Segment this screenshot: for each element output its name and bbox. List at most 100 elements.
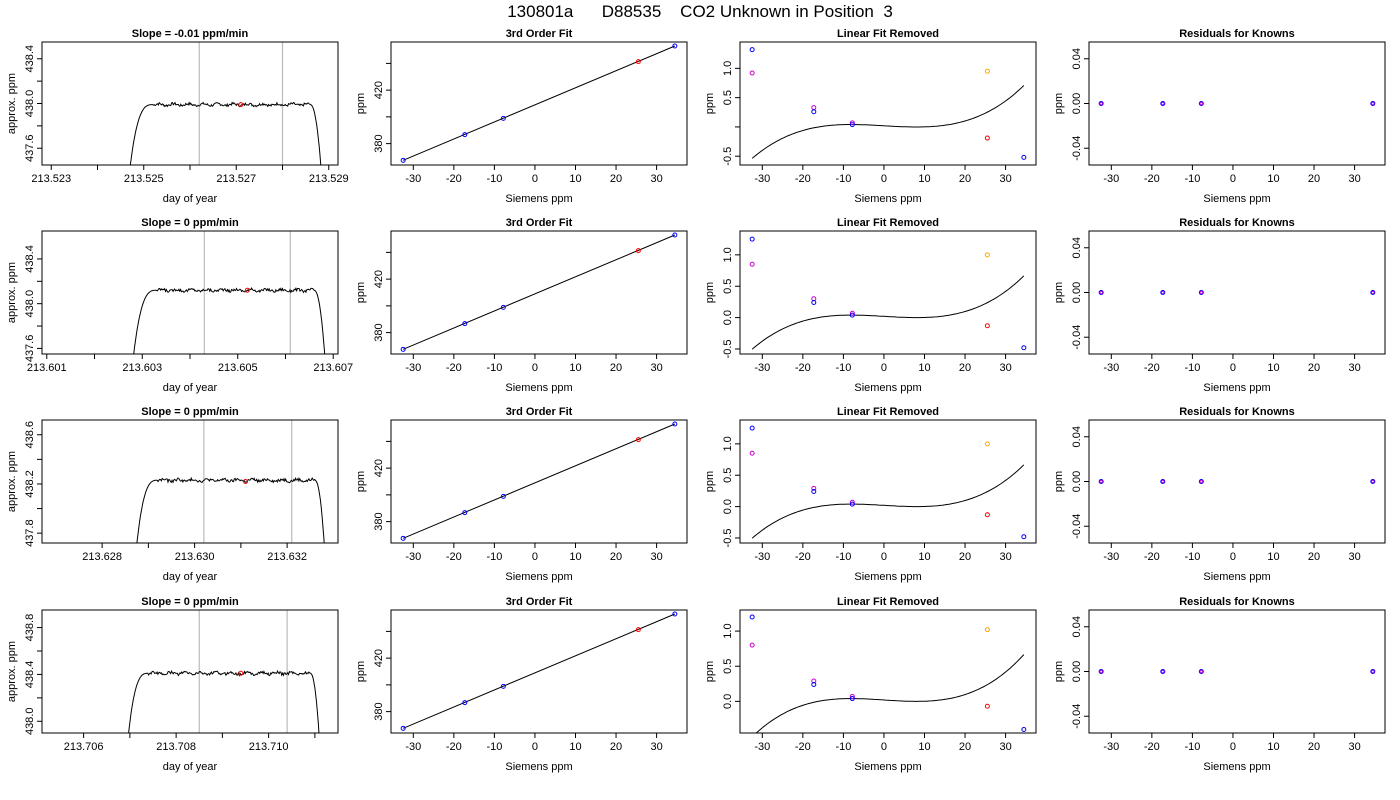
plot-frame [739,419,1037,544]
known-point [672,232,678,238]
plot-frame [739,609,1037,734]
x-tick-label: 20 [1308,173,1320,185]
known-point [749,425,755,431]
y-tick-label: -0.04 [1071,514,1083,539]
fit-line [402,45,676,161]
x-tick-label: 10 [1267,551,1279,563]
unknown-marker [984,441,990,447]
figure-title: 130801a D88535 CO2 Unknown in Position 3 [507,2,893,21]
residual-point [1098,101,1104,106]
residual-point [1371,669,1375,674]
x-tick-label: -20 [1144,551,1160,563]
plot-frame [390,41,688,166]
x-tick-label: -10 [835,362,851,374]
known-point [1021,726,1027,732]
unknown-point [984,135,990,141]
x-tick-label: 213.710 [249,741,289,753]
known-point [1021,345,1027,351]
x-tick-label: 10 [1267,362,1279,374]
y-tick-label: 0.0 [722,310,734,325]
x-tick-label: 10 [569,741,581,753]
residual-point [1099,669,1103,674]
plot-area [749,614,1027,733]
residual-point [1371,479,1375,484]
x-tick-label: 30 [1348,173,1360,185]
x-tick-label: 20 [959,741,971,753]
residual-point [1161,669,1165,674]
raw-point [749,642,755,648]
x-tick-label: 213.523 [31,173,71,185]
known-point [400,725,406,731]
plot-area [1098,290,1376,295]
x-tick-label: 20 [610,741,622,753]
x-axis-label: day of year [163,193,218,205]
y-tick-label: 0.00 [1071,93,1083,114]
mean-marker [244,287,250,293]
x-tick-label: 213.630 [175,551,215,563]
y-tick-label: 1.0 [722,436,734,451]
plot-area [400,611,678,731]
known-point [1021,534,1027,540]
unknown-point [984,323,990,329]
x-tick-label: -20 [1144,362,1160,374]
y-tick-label: 0.00 [1071,282,1083,303]
x-tick-label: -30 [754,362,770,374]
known-point [500,304,506,310]
x-tick-label: -20 [446,362,462,374]
x-axis-label: Siemens ppm [854,193,921,205]
known-point [749,47,755,53]
panel-title: Linear Fit Removed [837,596,939,608]
residual-point [1160,479,1166,484]
panel-title: 3rd Order Fit [506,28,573,40]
x-tick-label: 213.607 [313,362,353,374]
raw-point [849,120,855,126]
residual-point [1098,290,1104,295]
x-tick-label: 30 [999,741,1011,753]
residual-point [1161,479,1165,484]
panel-title: Linear Fit Removed [837,217,939,229]
residual-point [1098,479,1104,484]
x-tick-label: 20 [959,173,971,185]
mean-marker [238,102,244,108]
panel-title: Linear Fit Removed [837,28,939,40]
known-point [462,132,468,138]
residual-point [1160,290,1166,295]
plot-area [133,231,326,354]
unknown-point [984,703,990,709]
x-tick-label: -20 [1144,173,1160,185]
panel-r0-c3: Residuals for Knowns Siemens ppm ppm -30 -20… [1053,28,1386,205]
known-point [811,489,817,495]
x-tick-label: -30 [754,551,770,563]
raw-point [849,310,855,316]
plot-frame [41,419,339,544]
plot-area [749,236,1027,351]
panel-r2-c1: 3rd Order Fit Siemens ppm ppm -30 -20 -10 0 10 2… [355,406,688,583]
x-tick-label: -10 [486,173,502,185]
x-tick-label: 10 [569,551,581,563]
y-tick-label: -0.04 [1071,704,1083,729]
panel-r3-c2: Linear Fit Removed Siemens ppm ppm -30 -20 -1… [704,596,1037,773]
x-tick-label: 30 [650,362,662,374]
y-tick-label: 0.04 [1071,616,1083,637]
y-tick-label: -0.5 [722,147,734,166]
y-axis-label: ppm [704,282,716,303]
x-tick-label: 0 [532,551,538,563]
y-tick-label: 380 [373,134,385,152]
x-tick-label: -10 [835,551,851,563]
raw-point [749,70,755,76]
mean-marker [238,670,244,676]
x-axis-label: Siemens ppm [1203,193,1270,205]
x-tick-label: -20 [1144,741,1160,753]
unknown-point [635,248,641,254]
x-tick-label: 30 [1348,362,1360,374]
known-point [462,510,468,516]
x-tick-label: 10 [918,551,930,563]
y-tick-label: 438.4 [24,45,36,73]
x-tick-label: 30 [1348,741,1360,753]
panel-title: 3rd Order Fit [506,406,573,418]
residual-point [1370,479,1376,484]
x-tick-label: -20 [446,173,462,185]
y-axis-label: approx. ppm [6,262,18,323]
plot-area [749,425,1027,540]
